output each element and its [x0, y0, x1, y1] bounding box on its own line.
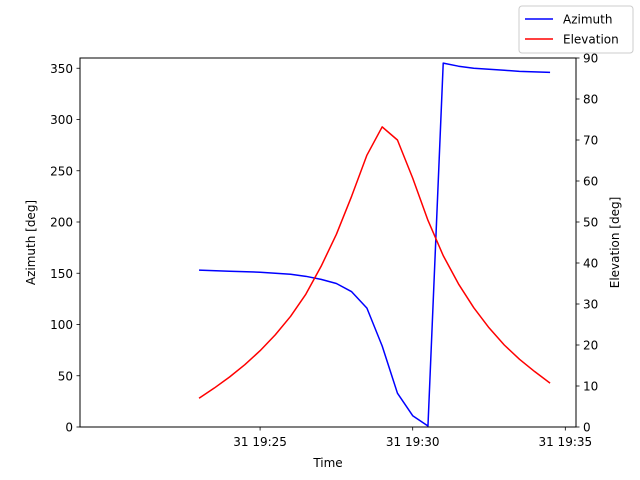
y-tick-label-right: 50: [583, 216, 598, 230]
y-tick-label-right: 90: [583, 52, 598, 66]
legend-label-azimuth: Azimuth: [563, 13, 612, 27]
y-tick-label-left: 0: [65, 421, 73, 435]
y-tick-label-right: 0: [583, 421, 591, 435]
y-tick-label-right: 10: [583, 380, 598, 394]
y-tick-label-left: 250: [50, 164, 73, 178]
y-axis-label-left: Azimuth [deg]: [24, 200, 38, 285]
plot-background: [80, 58, 576, 427]
y-tick-label-left: 100: [50, 318, 73, 332]
plot-area: [80, 58, 576, 427]
y-tick-label-right: 60: [583, 175, 598, 189]
axes-frame: [79, 57, 577, 428]
series-layer: [198, 62, 551, 427]
legend-label-elevation: Elevation: [563, 33, 619, 47]
legend-box: [518, 5, 634, 54]
labels-layer: Time Azimuth [deg] Elevation [deg]: [24, 197, 622, 470]
x-tick-label: 31 19:25: [233, 435, 287, 449]
legend: Azimuth Elevation: [518, 5, 634, 54]
y-tick-label-right: 20: [583, 339, 598, 353]
y-tick-label-right: 80: [583, 93, 598, 107]
series-line-azimuth: [199, 62, 551, 427]
axes-layer: 0 50 100 150 200 250 300 350 0 10 20 30 40 50 60 70 80 90…: [50, 52, 598, 450]
x-axis-label: Time: [312, 456, 342, 470]
y-tick-label-right: 70: [583, 134, 598, 148]
y-tick-label-right: 40: [583, 257, 598, 271]
series-line-elevation: [198, 126, 551, 399]
y-tick-label-left: 150: [50, 267, 73, 281]
y-tick-label-left: 300: [50, 113, 73, 127]
y-tick-label-left: 200: [50, 216, 73, 230]
x-tick-label: 31 19:30: [386, 435, 440, 449]
y-axis-label-right: Elevation [deg]: [608, 197, 622, 289]
x-tick-label: 31 19:35: [538, 435, 592, 449]
y-tick-label-right: 30: [583, 298, 598, 312]
y-tick-label-left: 50: [58, 369, 73, 383]
y-tick-label-left: 350: [50, 62, 73, 76]
